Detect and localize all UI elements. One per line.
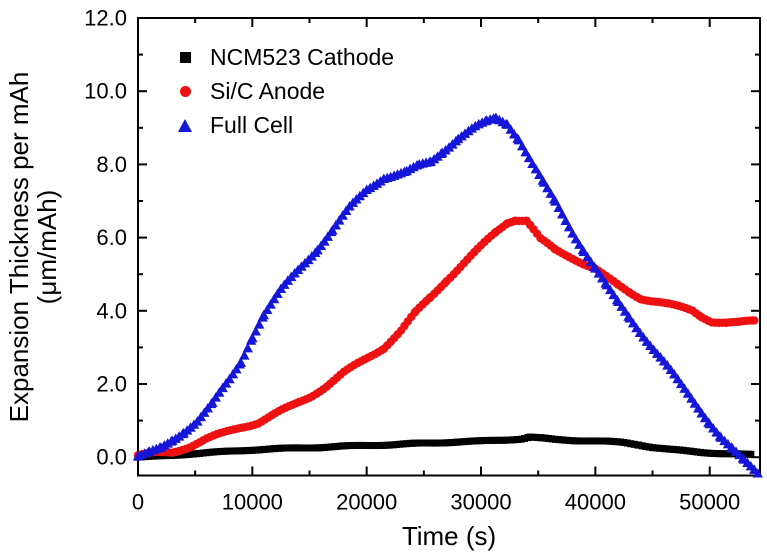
legend-label: NCM523 Cathode bbox=[210, 43, 395, 70]
axis-tick-labels: 0 10000 20000 30000 40000 50000 0.0 2.0 4.0 6.0 8.… bbox=[84, 6, 740, 515]
plot-frame bbox=[137, 17, 761, 477]
y-tick-label: 6.0 bbox=[96, 225, 127, 250]
triangle-marker-icon bbox=[178, 118, 192, 132]
circle-marker-icon bbox=[179, 85, 191, 97]
y-axis-title-line1: Expansion Thickness per mAh bbox=[4, 72, 34, 423]
y-axis-title-line2: (μm/mAh) bbox=[32, 190, 62, 305]
y-tick-label: 8.0 bbox=[96, 152, 127, 177]
x-tick-label: 40000 bbox=[565, 490, 626, 515]
series-ncm523-cathode bbox=[134, 433, 755, 461]
legend-item-ncm523-cathode: NCM523 Cathode bbox=[168, 40, 394, 74]
x-tick-label: 20000 bbox=[336, 490, 397, 515]
y-tick-label: 12.0 bbox=[84, 6, 127, 31]
legend: NCM523 Cathode Si/C Anode Full Cell bbox=[168, 40, 394, 142]
series-si-c-anode bbox=[133, 216, 759, 460]
x-tick-label: 30000 bbox=[450, 490, 511, 515]
y-tick-label: 4.0 bbox=[96, 298, 127, 323]
plot-dynamic-content: 0 10000 20000 30000 40000 50000 0.0 2.0 4.0 6.0 8.… bbox=[84, 6, 763, 515]
series-full-cell bbox=[132, 112, 763, 478]
y-tick-label: 2.0 bbox=[96, 372, 127, 397]
x-tick-label: 50000 bbox=[679, 490, 740, 515]
square-marker-icon bbox=[179, 51, 191, 63]
x-tick-label: 0 bbox=[132, 490, 144, 515]
y-tick-label: 0.0 bbox=[96, 445, 127, 470]
y-tick-label: 10.0 bbox=[84, 79, 127, 104]
x-axis-title: Time (s) bbox=[402, 521, 496, 551]
legend-item-full-cell: Full Cell bbox=[168, 108, 394, 142]
axis-ticks bbox=[137, 17, 760, 476]
legend-label: Si/C Anode bbox=[210, 77, 326, 104]
legend-label: Full Cell bbox=[210, 111, 294, 138]
legend-item-sic-anode: Si/C Anode bbox=[168, 74, 394, 108]
x-tick-label: 10000 bbox=[222, 490, 283, 515]
